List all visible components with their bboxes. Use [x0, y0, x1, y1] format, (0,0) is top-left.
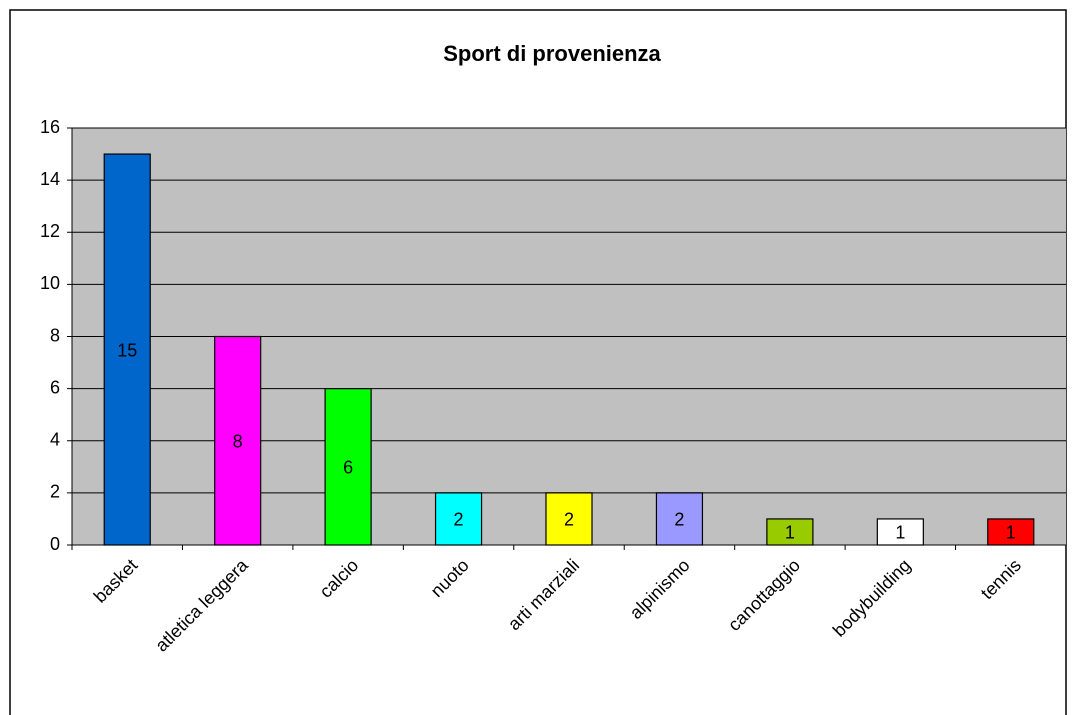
bar — [766, 518, 814, 546]
y-tick-label: 0 — [50, 534, 60, 554]
y-tick-label: 8 — [50, 325, 60, 345]
data-label: 1 — [1006, 523, 1016, 543]
y-tick-label: 10 — [40, 273, 60, 293]
y-tick-label: 12 — [40, 221, 60, 241]
data-label: 2 — [564, 510, 574, 530]
data-label: 1 — [785, 523, 795, 543]
bar — [987, 518, 1035, 546]
bar — [655, 492, 704, 546]
bar — [103, 153, 151, 546]
y-tick-label: 6 — [50, 377, 60, 397]
y-tick-label: 4 — [50, 430, 60, 450]
bar — [214, 335, 262, 546]
bar — [434, 492, 483, 546]
data-label: 2 — [454, 510, 464, 530]
y-tick-label: 16 — [40, 117, 60, 137]
bar — [876, 518, 924, 546]
data-label: 1 — [895, 523, 905, 543]
y-tick-label: 14 — [40, 169, 60, 189]
data-label: 8 — [233, 432, 243, 452]
y-tick-label: 2 — [50, 482, 60, 502]
data-label: 6 — [343, 458, 353, 478]
bar — [324, 388, 372, 546]
chart-title: Sport di provenienza — [443, 41, 661, 66]
data-label: 15 — [117, 340, 137, 360]
bar — [545, 492, 593, 546]
data-label: 2 — [674, 510, 684, 530]
